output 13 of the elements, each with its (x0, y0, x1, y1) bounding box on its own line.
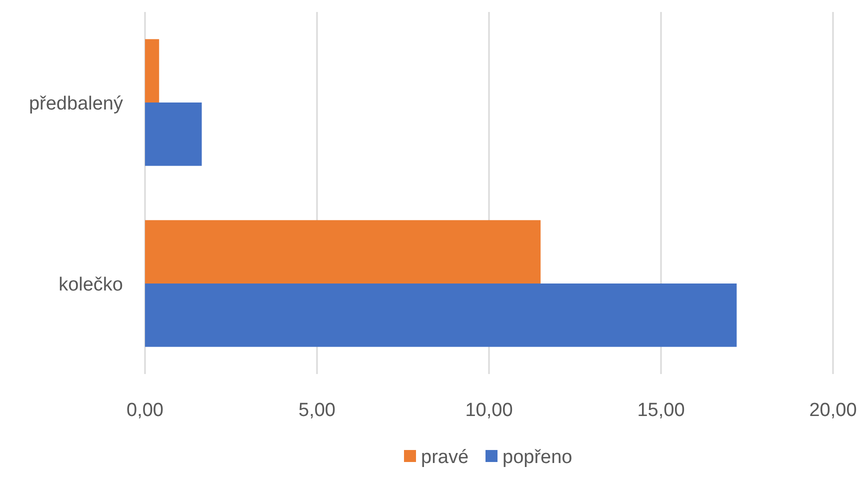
legend-label: popřeno (502, 447, 572, 468)
bar (145, 284, 737, 347)
bar (145, 220, 541, 284)
bar (145, 39, 160, 102)
x-tick-label: 10,00 (465, 400, 513, 421)
legend-label: pravé (421, 447, 469, 468)
y-tick-label: kolečko (58, 274, 123, 296)
bar (145, 102, 202, 166)
x-tick-label: 15,00 (637, 400, 685, 421)
x-tick-label: 0,00 (126, 400, 164, 421)
y-tick-label: předbalený (28, 94, 124, 114)
x-tick-label: 20,00 (809, 400, 857, 421)
x-tick-label: 5,00 (298, 400, 336, 421)
